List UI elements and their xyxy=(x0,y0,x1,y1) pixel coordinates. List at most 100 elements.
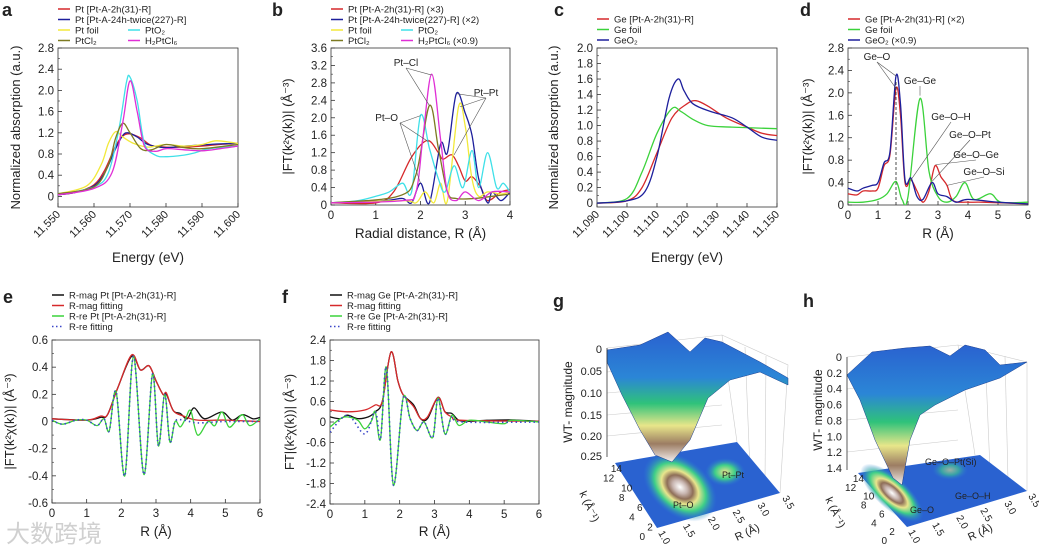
y-tick-label: 0.4 xyxy=(38,170,55,182)
series-line-b-3 xyxy=(331,113,510,204)
y-tick-label: 0.4 xyxy=(311,183,328,195)
wt-h-hotspot-ge-o xyxy=(860,463,924,523)
r-tick-label: 2.0 xyxy=(953,514,970,532)
y-tick-label: 0 xyxy=(42,417,48,429)
series-group-a xyxy=(58,74,238,196)
panel-letter-f: f xyxy=(282,287,289,307)
r-tick-label: 1.5 xyxy=(680,522,697,540)
series-line-c-2 xyxy=(597,78,777,204)
series-line-b-5 xyxy=(331,73,510,204)
r-tick-label: 1.0 xyxy=(905,528,922,546)
legend-label: Ge foil xyxy=(865,25,892,36)
series-line-a-2 xyxy=(58,130,238,195)
annotation-arrow xyxy=(876,61,897,89)
y-tick-label: 1.6 xyxy=(38,107,54,119)
plot-frame-b xyxy=(330,47,511,206)
y-tick-label: 1.2 xyxy=(828,133,844,145)
legend-label: H₂PtCl₆ (×0.9) xyxy=(418,36,478,47)
y-axis-label: |FT(k²χ(k))| (Å⁻³) xyxy=(2,373,17,469)
series-line-d-0 xyxy=(848,86,1028,205)
y-tick-label: 0 xyxy=(838,200,844,212)
x-tick-label: 1 xyxy=(875,210,881,222)
y-tick-label: 1.0 xyxy=(577,121,593,133)
wt-h-z-ticks: 0 0.2 0.4 0.6 0.8 1.0 1.2 1.4 xyxy=(827,352,842,475)
wt-h-z-label: WT- magnitude xyxy=(811,369,825,451)
x-tick-label: 0 xyxy=(328,210,334,222)
x-tick-label: 11,130 xyxy=(690,209,722,241)
x-axis-label: Radial distance, R (Å) xyxy=(355,226,486,241)
y-tick-label: 0.6 xyxy=(577,152,593,164)
y-tick-label: 0.4 xyxy=(577,167,594,179)
y-tick-label: 0.4 xyxy=(32,362,49,374)
legend-label: R-re Ge [Pt-A-2h(31)-R] xyxy=(347,312,448,323)
x-tick-label: 6 xyxy=(257,508,263,520)
y-tick-label: -0.6 xyxy=(28,498,48,510)
plot-frame-a xyxy=(57,47,239,208)
k-tick-label: 4 xyxy=(871,518,877,529)
y-tick-label: 2.0 xyxy=(577,43,593,55)
y-tick-label: 2.4 xyxy=(310,335,327,347)
y-tick-label: 0.2 xyxy=(32,389,48,401)
series-line-f-1 xyxy=(330,351,539,422)
x-tick-label: 4 xyxy=(187,508,194,520)
annotation-label: Ge–Ge xyxy=(904,76,937,87)
legend-label: PtCl₂ xyxy=(75,36,97,47)
x-tick-label: 4 xyxy=(507,210,514,222)
y-tick-label: 0.4 xyxy=(828,178,845,190)
wt-g-annotation-pt-pt: Pt–Pt xyxy=(722,470,745,480)
y-tick-label: 1.6 xyxy=(828,110,844,122)
y-tick-label: 1.2 xyxy=(310,376,326,388)
legend-label: R-mag Pt [Pt-A-2h(31)-R] xyxy=(69,291,176,302)
annotation-arrow xyxy=(399,122,429,143)
panel-letters: a b c d e f g h xyxy=(2,0,814,311)
chart-panel-a: 0 0.4 0.8 1.2 1.6 2.0 2.4 2.8 11,550 11,560 11,570… xyxy=(8,5,243,266)
y-tick-label: 0.6 xyxy=(310,397,326,409)
k-tick-label: 8 xyxy=(861,501,867,512)
r-tick-label: 1.5 xyxy=(929,521,946,539)
legend-label: Ge [Pt-A-2h(31)-R] xyxy=(614,15,694,26)
x-tick-label: 2 xyxy=(396,509,402,521)
y-axis-label: FT|(k²χ(k))| (Å⁻³) xyxy=(282,374,297,470)
k-tick-label: 8 xyxy=(619,493,625,504)
x-tick-label: 11,090 xyxy=(570,209,602,241)
wt-g-k-label: k (Å⁻¹) xyxy=(576,489,602,524)
series-line-e-1 xyxy=(52,353,260,423)
annotation-arrow xyxy=(405,67,430,106)
x-tick-label: 0 xyxy=(845,210,851,222)
y-tick-label: 2.4 xyxy=(38,64,55,76)
r-tick-label: 2.5 xyxy=(730,508,747,526)
k-tick-label: 6 xyxy=(637,503,643,514)
panel-letter-e: e xyxy=(3,287,13,307)
x-tick-label: 2 xyxy=(118,508,124,520)
z-tick-label: 0.2 xyxy=(827,368,842,380)
legend-label: PtCl₂ xyxy=(348,36,370,47)
annotation-arrow xyxy=(935,159,977,165)
r-tick-label: 3.5 xyxy=(1025,492,1039,510)
legend-label: Pt [Pt-A-24h-twice(227)-R] (×2) xyxy=(348,15,479,26)
y-tick-label: 0 xyxy=(48,191,54,203)
x-tick-label: 11,590 xyxy=(175,209,207,241)
x-tick-label: 6 xyxy=(536,509,542,521)
y-tick-label: 3.6 xyxy=(311,43,327,55)
series-line-a-5 xyxy=(58,80,238,196)
x-tick-label: 4 xyxy=(466,509,473,521)
legend-f: R-mag Ge [Pt-A-2h(31)-R]R-mag fittingR-r… xyxy=(330,291,458,333)
r-tick-label: 2.5 xyxy=(977,506,994,524)
x-tick-label: 3 xyxy=(462,210,468,222)
y-tick-label: 1.6 xyxy=(311,130,327,142)
x-tick-label: 11,570 xyxy=(103,209,135,241)
z-tick-label: 0.05 xyxy=(581,366,602,378)
x-tick-label: 1 xyxy=(362,509,368,521)
legend-label: Pt foil xyxy=(75,26,99,37)
annotation-arrow xyxy=(405,67,432,76)
series-line-f-3 xyxy=(330,366,539,487)
x-axis-label: Energy (eV) xyxy=(651,250,723,265)
panel-letter-d: d xyxy=(800,0,811,20)
chart-panel-c: 00.20.40.60.81.01.21.41.61.82.011,09011,… xyxy=(546,15,782,266)
y-tick-label: 0 xyxy=(321,200,327,212)
z-tick-label: 1.0 xyxy=(827,431,842,443)
annotation-d: Ge–O–H xyxy=(910,112,971,180)
k-tick-label: 0 xyxy=(881,536,887,547)
